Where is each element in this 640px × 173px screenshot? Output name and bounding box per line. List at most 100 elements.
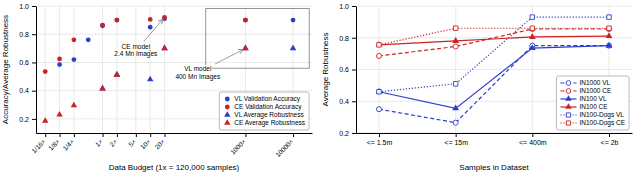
plot: 0.20.40.60.81.0<= 1.5m<= 15m<= 400m<= 2b… xyxy=(321,3,633,172)
annotation-line: 400 Mn Images xyxy=(175,73,221,81)
tick-mark xyxy=(74,133,75,137)
tick-mark xyxy=(32,119,36,120)
annotation-line: VL model xyxy=(184,65,212,72)
tick: 10000× xyxy=(274,133,295,158)
point xyxy=(291,18,296,23)
tick-label: 0.6 xyxy=(19,59,29,66)
point xyxy=(148,17,153,22)
point xyxy=(99,85,105,91)
point xyxy=(530,15,534,19)
tick-label: <= 15m xyxy=(444,139,468,146)
tick-mark xyxy=(293,133,294,137)
legend-label: IN100-Dogs VL xyxy=(579,111,624,119)
grid-line-x xyxy=(532,6,533,133)
tick-label: 0.2 xyxy=(339,130,349,137)
legend-symbol xyxy=(566,81,571,86)
tick-mark xyxy=(352,133,356,134)
y-axis: 0.20.40.60.81.0 xyxy=(339,3,356,137)
tick-mark xyxy=(245,133,246,137)
point xyxy=(72,37,77,42)
grid-line-x xyxy=(455,6,456,133)
legend-label: CE Validation Accuracy xyxy=(234,103,302,111)
grid-line-x xyxy=(73,6,74,133)
legend-symbol xyxy=(565,95,571,101)
tick-label: 0.2 xyxy=(19,116,29,123)
annotation-arrow xyxy=(215,49,243,64)
tick-label: 5× xyxy=(127,138,137,148)
legend-item: IN100-Dogs VL xyxy=(560,111,624,119)
annotation-line: CE model xyxy=(122,43,151,50)
point xyxy=(290,45,296,51)
annotations: CE model2.4 Mn Images VL model400 Mn Imag… xyxy=(114,9,309,81)
legend-symbol xyxy=(565,103,571,109)
tick: 0.8 xyxy=(19,31,36,38)
tick-mark xyxy=(609,133,610,137)
tick-label: 1/16× xyxy=(30,138,47,155)
tick: <= 400m xyxy=(519,133,547,146)
point xyxy=(115,18,120,23)
tick-mark xyxy=(532,133,533,137)
point xyxy=(162,15,167,20)
grid-line-x xyxy=(379,6,380,133)
axis-line xyxy=(357,133,633,134)
grid-line-y xyxy=(36,34,312,35)
grid-line-y xyxy=(36,62,312,63)
point xyxy=(606,26,611,31)
legend-label: IN100-Dogs CE xyxy=(579,119,625,127)
tick-label: 10000× xyxy=(274,138,295,159)
grid-line-x xyxy=(135,6,136,133)
series-line xyxy=(379,36,609,45)
point xyxy=(100,23,105,28)
legend-label: CE Average Robustness xyxy=(234,119,305,127)
tick-label: 2× xyxy=(108,138,118,148)
point xyxy=(453,82,457,86)
point xyxy=(43,69,48,74)
grid-line-y xyxy=(356,133,632,134)
tick: 5× xyxy=(127,133,137,148)
tick: 1/16× xyxy=(30,133,47,154)
tick: 0.4 xyxy=(339,98,356,105)
tick-label: 1.0 xyxy=(19,3,29,10)
tick-mark xyxy=(60,133,61,137)
legend-item: IN100 CE xyxy=(560,103,608,110)
tick-label: 1/4× xyxy=(61,138,75,152)
y-axis-title: Average Robustness xyxy=(321,32,330,106)
point xyxy=(530,26,534,30)
legend-symbol xyxy=(566,89,571,94)
annotation: CE model2.4 Mn Images xyxy=(114,43,158,59)
point xyxy=(72,57,77,62)
tick-label: <= 2b xyxy=(601,139,619,146)
legend-item: VL Validation Accuracy xyxy=(225,95,301,103)
legend-symbol xyxy=(225,105,230,110)
grid-line-x xyxy=(164,6,165,133)
grid-line-y xyxy=(36,90,312,91)
series-line xyxy=(379,28,609,45)
point xyxy=(115,18,120,23)
point xyxy=(376,53,381,58)
grid-line-y xyxy=(356,6,632,7)
tick: <= 2b xyxy=(601,133,619,146)
tick: 0.6 xyxy=(339,66,356,73)
point xyxy=(114,71,120,77)
point xyxy=(99,85,105,91)
annotation: VL model400 Mn Images xyxy=(175,65,221,81)
point xyxy=(161,45,167,51)
point xyxy=(147,76,153,82)
grid-line-y xyxy=(356,69,632,70)
legend-item: IN100-Dogs CE xyxy=(560,119,625,127)
legend: IN1000 VLIN1000 CEIN100 VLIN100 CEIN100-… xyxy=(556,76,629,130)
tick: 0.8 xyxy=(339,34,356,41)
point xyxy=(100,23,105,28)
plot: 0.20.40.60.81.01/16×1/8×1/4×1×2×5×10×20×… xyxy=(1,3,313,172)
annotation-arrow xyxy=(144,19,163,41)
tick-label: 0.8 xyxy=(339,34,349,41)
tick-mark xyxy=(45,133,46,137)
tick: 0.2 xyxy=(19,116,36,123)
legend-symbol xyxy=(566,121,570,125)
tick-label: 0.8 xyxy=(19,31,29,38)
axis-line xyxy=(356,7,357,134)
tick-mark xyxy=(352,6,356,7)
x-axis-title: Data Budget (1x = 120,000 samples) xyxy=(109,163,240,172)
tick-mark xyxy=(352,38,356,39)
point xyxy=(114,71,120,77)
